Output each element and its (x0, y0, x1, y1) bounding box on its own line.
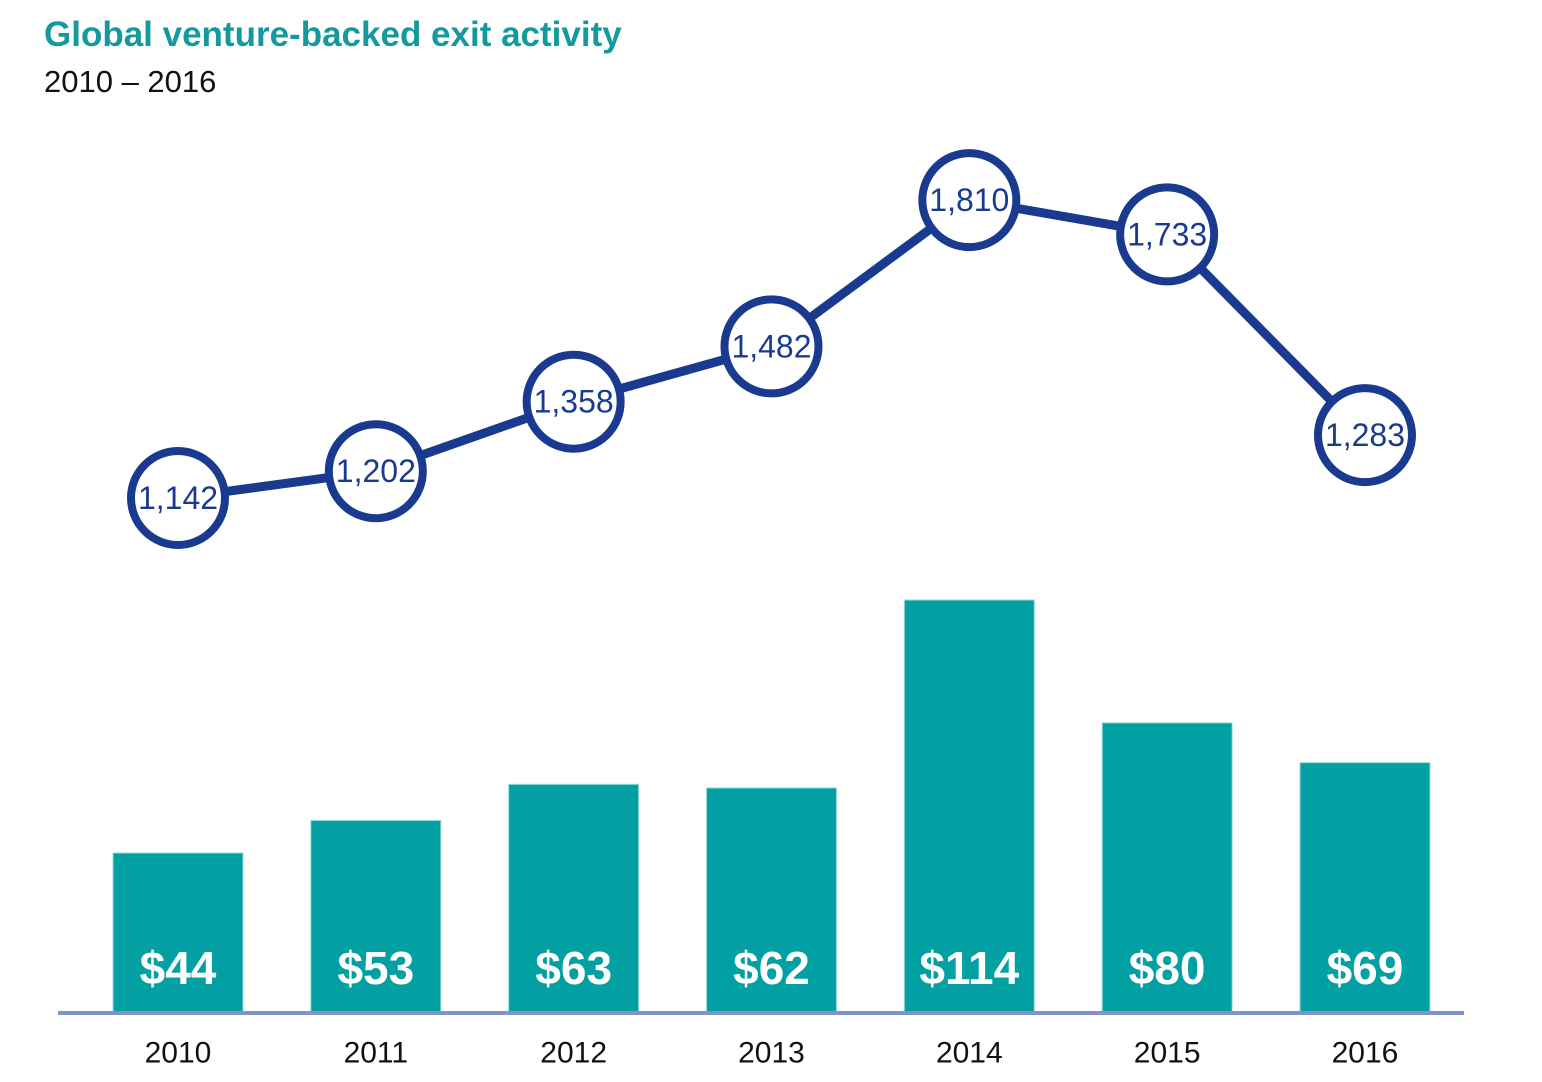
bar-2010 (112, 852, 244, 1013)
marker-circle-2016 (1313, 384, 1416, 487)
bar-2016 (1299, 762, 1431, 1013)
marker-circle-2010 (127, 447, 229, 549)
year-label-2014: 2014 (936, 1037, 1003, 1070)
bar-label-2016: $69 (1327, 942, 1404, 994)
marker-circle-2011 (324, 420, 427, 523)
marker-label-2010: 1,142 (138, 480, 218, 516)
marker-label-2015: 1,733 (1127, 216, 1207, 252)
bar-label-2011: $53 (337, 942, 414, 994)
bar-2011 (310, 819, 442, 1013)
marker-label-2014: 1,810 (929, 182, 1009, 218)
marker-label-2012: 1,358 (534, 384, 614, 420)
year-label-2016: 2016 (1332, 1037, 1399, 1070)
year-label-2013: 2013 (738, 1037, 805, 1070)
marker-label-2011: 1,202 (336, 453, 416, 489)
bar-label-2010: $44 (140, 942, 217, 994)
bar-2015 (1101, 722, 1233, 1013)
bar-2014 (903, 599, 1035, 1013)
marker-label-2016: 1,283 (1325, 417, 1405, 453)
year-label-2010: 2010 (145, 1037, 212, 1070)
bar-2013 (705, 787, 837, 1013)
bar-label-2015: $80 (1129, 942, 1206, 994)
marker-circle-2012 (522, 350, 625, 453)
bar-label-2012: $63 (535, 942, 612, 994)
chart-subtitle: 2010 – 2016 (44, 64, 217, 99)
marker-label-2013: 1,482 (731, 328, 811, 364)
marker-circle-2013 (720, 295, 823, 398)
year-label-2011: 2011 (344, 1037, 409, 1070)
bar-2012 (508, 783, 640, 1013)
marker-circle-2015 (1116, 183, 1219, 286)
chart-header: Global venture-backed exit activity 2010… (44, 14, 622, 100)
bar-label-2014: $114 (919, 942, 1019, 994)
marker-circle-2014 (918, 149, 1021, 252)
year-label-2012: 2012 (540, 1037, 607, 1070)
chart-title: Global venture-backed exit activity (44, 15, 622, 54)
year-label-2015: 2015 (1134, 1037, 1201, 1070)
bar-label-2013: $62 (733, 942, 810, 994)
